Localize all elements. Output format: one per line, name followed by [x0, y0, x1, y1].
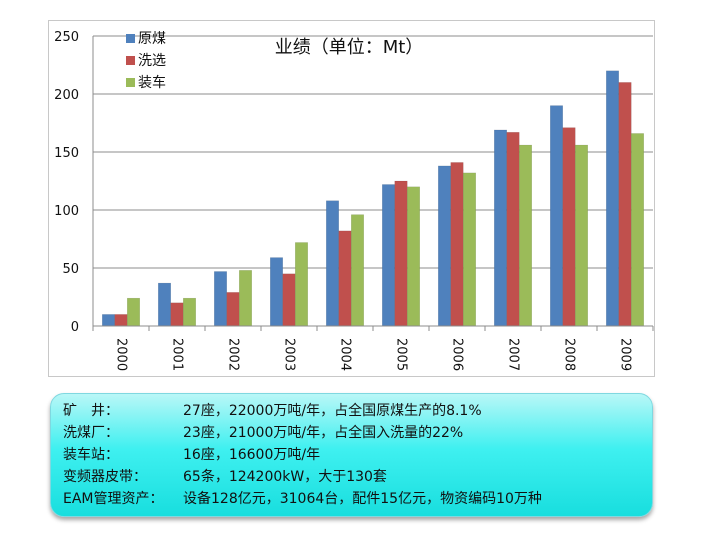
info-row-mine: 矿 井： 27座，22000万吨/年，占全国原煤生产的8.1% — [51, 400, 652, 422]
legend-swatch-洗选 — [126, 56, 135, 65]
legend-swatch-原煤 — [126, 34, 135, 43]
info-box: 矿 井： 27座，22000万吨/年，占全国原煤生产的8.1% 洗煤厂： 23座… — [50, 393, 653, 517]
chart-frame: 0 50 100 150 200 250 2000 2001 2002 2003 2004 2005 2… — [48, 20, 655, 377]
bar-装车-2009 — [631, 133, 644, 327]
bar-原煤-2000 — [102, 314, 115, 327]
y-tick-label: 250 — [54, 30, 79, 45]
x-tick-label: 2005 — [394, 338, 409, 371]
bar-chart: 0 50 100 150 200 250 2000 2001 2002 2003 2004 2005 2… — [54, 30, 654, 371]
info-value: 27座，22000万吨/年，占全国原煤生产的8.1% — [183, 403, 482, 419]
legend-label: 洗选 — [138, 53, 166, 69]
chart-title: 业绩（单位：Mt） — [275, 37, 424, 58]
legend-label: 原煤 — [138, 31, 166, 47]
bar-洗选-2003 — [282, 273, 296, 327]
y-tick-label: 0 — [71, 320, 79, 335]
bar-原煤-2008 — [550, 105, 563, 327]
bar-洗选-2008 — [562, 127, 576, 327]
bar-原煤-2003 — [270, 257, 283, 327]
bar-洗选-2000 — [114, 314, 128, 327]
info-row-washery: 洗煤厂： 23座，21000万吨/年，占全国入洗量的22% — [51, 422, 652, 444]
info-label: 变频器皮带： — [63, 469, 147, 485]
x-tick-label: 2000 — [114, 338, 129, 371]
info-row-eam-assets: EAM管理资产： 设备128亿元，31064台，配件15亿元，物资编码10万种 — [51, 488, 652, 510]
info-value: 设备128亿元，31064台，配件15亿元，物资编码10万种 — [183, 491, 542, 507]
x-tick-label: 2009 — [618, 338, 633, 371]
x-tick-label: 2007 — [506, 338, 521, 371]
info-label: 矿 井： — [63, 403, 119, 419]
bar-洗选-2006 — [450, 162, 464, 327]
bar-洗选-2002 — [226, 292, 240, 327]
bar-原煤-2004 — [326, 200, 339, 327]
x-tick-label: 2003 — [282, 338, 297, 371]
bar-装车-2002 — [239, 270, 252, 327]
y-tick-label: 100 — [54, 204, 79, 219]
x-tick-label: 2008 — [562, 338, 577, 371]
bar-装车-2000 — [127, 297, 140, 327]
bar-原煤-2006 — [438, 165, 451, 327]
legend-label: 装车 — [138, 74, 166, 91]
bar-装车-2008 — [575, 144, 588, 327]
bar-装车-2007 — [519, 144, 532, 327]
bar-洗选-2001 — [170, 302, 184, 327]
bar-洗选-2005 — [394, 180, 408, 327]
info-row-loading-station: 装车站： 16座，16600万吨/年 — [51, 444, 652, 466]
info-row-vfd-belt: 变频器皮带： 65条，124200kW，大于130套 — [51, 466, 652, 488]
bar-装车-2001 — [183, 297, 196, 327]
bar-洗选-2007 — [506, 132, 520, 327]
legend-swatch-装车 — [126, 78, 135, 87]
bar-洗选-2009 — [618, 82, 632, 327]
y-tick-label: 50 — [62, 262, 79, 277]
y-tick-label: 150 — [54, 146, 79, 161]
bar-装车-2006 — [463, 172, 476, 327]
bar-装车-2005 — [407, 186, 420, 327]
bar-装车-2004 — [351, 214, 364, 327]
info-label: 洗煤厂： — [63, 425, 119, 441]
x-tick-label: 2004 — [338, 338, 353, 371]
info-value: 23座，21000万吨/年，占全国入洗量的22% — [183, 425, 464, 441]
bar-原煤-2002 — [214, 271, 227, 327]
y-tick-label: 200 — [54, 88, 79, 103]
info-value: 65条，124200kW，大于130套 — [183, 469, 387, 485]
info-label: 装车站： — [63, 447, 119, 463]
x-tick-label: 2002 — [226, 338, 241, 371]
bar-装车-2003 — [295, 242, 308, 327]
x-tick-label: 2001 — [170, 338, 185, 371]
x-tick-label: 2006 — [450, 338, 465, 371]
bar-原煤-2001 — [158, 282, 171, 327]
info-value: 16座，16600万吨/年 — [183, 447, 321, 463]
bar-原煤-2009 — [606, 70, 619, 327]
bar-洗选-2004 — [338, 230, 352, 327]
bar-原煤-2007 — [494, 129, 507, 327]
bar-原煤-2005 — [382, 184, 395, 327]
info-label: EAM管理资产： — [63, 491, 164, 507]
